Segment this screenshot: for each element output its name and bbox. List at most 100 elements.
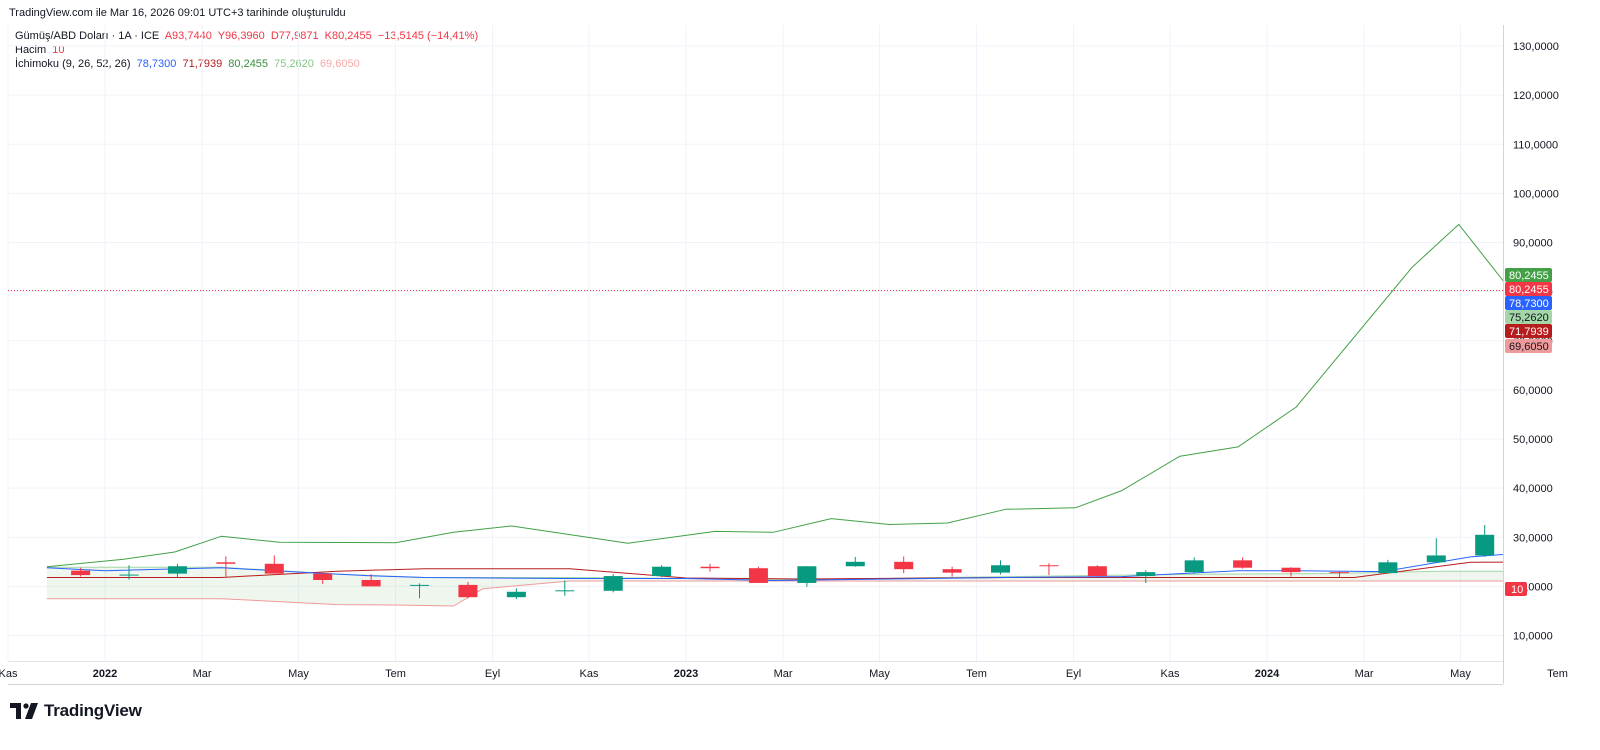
candle-body — [216, 562, 236, 564]
ichimoku-cloud — [46, 567, 1503, 606]
tradingview-logo-icon — [10, 703, 38, 719]
candle-body — [167, 566, 187, 574]
price-tag: 71,7939 — [1505, 324, 1552, 338]
x-tick-label: Mar — [193, 668, 212, 680]
price-tag-bg — [1505, 282, 1552, 296]
price-tag: 75,2620 — [1505, 310, 1552, 324]
x-tick-label: Kas — [0, 668, 18, 680]
ichimoku-label[interactable]: İchimoku (9, 26, 52, 26) — [15, 58, 131, 70]
candle-body — [700, 566, 720, 569]
x-tick-label: 2023 — [674, 668, 698, 680]
candle — [361, 574, 381, 587]
candle — [942, 566, 962, 577]
ichimoku-conversion-line — [46, 554, 1503, 581]
candle — [1572, 528, 1591, 551]
price-tag: 80,2455 — [1505, 268, 1552, 282]
x-tick-label: Mar — [1355, 668, 1374, 680]
candle — [1136, 570, 1156, 583]
price-tag-label: 80,2455 — [1509, 270, 1549, 282]
logo-text: TradingView — [44, 701, 142, 720]
candle — [71, 567, 91, 577]
tradingview-logo[interactable]: TradingView — [10, 701, 142, 721]
open-value: A93,7440 — [164, 30, 212, 42]
candle — [264, 555, 284, 574]
candle — [991, 560, 1011, 575]
price-tag: 78,7300 — [1505, 296, 1552, 310]
y-tick-label: 30,0000 — [1513, 532, 1553, 544]
volume-tag-bg — [1505, 582, 1527, 596]
ichimoku-legend[interactable]: İchimoku (9, 26, 52, 26) 78,7300 71,7939… — [15, 57, 363, 71]
x-tick-label: Kas — [1161, 668, 1180, 680]
candle — [1281, 567, 1301, 577]
price-tag-label: 71,7939 — [1509, 326, 1549, 338]
candle — [1378, 559, 1398, 574]
y-tick-label: 10,0000 — [1513, 631, 1553, 643]
volume-tag: 10 — [1505, 582, 1527, 596]
candle-body — [1378, 562, 1398, 574]
candle-body — [603, 576, 623, 591]
ichimoku-lead-a-line — [46, 566, 1503, 580]
ichimoku-base-line — [46, 561, 1503, 580]
x-tick-label: May — [869, 668, 890, 680]
candle — [167, 563, 187, 578]
candle — [119, 565, 139, 580]
price-tag-bg — [1505, 324, 1552, 338]
candle — [506, 588, 526, 600]
candle — [1475, 524, 1495, 557]
candle-body — [1184, 560, 1204, 573]
low-value: D77,9871 — [270, 30, 319, 42]
y-tick-label: 40,0000 — [1513, 483, 1553, 495]
price-tag-bg — [1505, 268, 1552, 282]
x-tick-label: Eyl — [1066, 668, 1081, 680]
ichimoku-conversion-value: 78,7300 — [136, 58, 177, 70]
grid-lines — [7, 25, 1503, 661]
y-tick-label: 130,0000 — [1513, 41, 1559, 53]
volume-value: 10 — [52, 44, 65, 56]
volume-legend[interactable]: Hacim 10 — [15, 43, 67, 57]
ichimoku-lagging-line — [46, 223, 1503, 568]
candle-body — [1136, 572, 1156, 577]
candle-body — [410, 584, 430, 586]
volume-tag-label: 10 — [1511, 584, 1523, 596]
candle — [1184, 557, 1204, 574]
x-tick-label: May — [1450, 668, 1471, 680]
candle — [700, 563, 720, 572]
candle-body — [1281, 567, 1301, 573]
x-tick-label: Kas — [580, 668, 599, 680]
price-tag-bg — [1505, 310, 1552, 324]
symbol-name[interactable]: Gümüş/ABD Doları · 1A · ICE — [15, 30, 160, 42]
y-tick-label: 60,0000 — [1513, 385, 1553, 397]
candle — [313, 573, 333, 584]
volume-label[interactable]: Hacim — [15, 44, 47, 56]
candle-body — [555, 590, 575, 592]
candle-body — [313, 573, 333, 580]
candle-body — [1039, 565, 1059, 567]
symbol-legend[interactable]: Gümüş/ABD Doları · 1A · ICE A93,7440 Y96… — [15, 29, 481, 43]
candle-body — [1475, 534, 1495, 556]
candle-body — [1087, 566, 1107, 577]
ichimoku-lead-a-value: 75,2620 — [274, 58, 314, 70]
x-tick-label: Eyl — [485, 668, 500, 680]
candle — [1087, 565, 1107, 577]
candle-body — [71, 570, 91, 576]
candle-body — [894, 561, 914, 570]
close-value: K80,2455 — [324, 30, 372, 42]
price-tag-label: 75,2620 — [1509, 312, 1549, 324]
candle — [603, 574, 623, 593]
candle — [458, 581, 478, 599]
y-tick-label: 110,0000 — [1513, 139, 1558, 151]
candle — [1329, 570, 1349, 578]
plot-area — [8, 223, 1591, 607]
x-tick-label: Tem — [1547, 668, 1568, 680]
candle — [1039, 563, 1059, 576]
candle — [410, 583, 430, 599]
ichimoku-lead-b-line — [46, 580, 1503, 607]
price-tag-label: 80,2455 — [1509, 284, 1549, 296]
candle-body — [264, 563, 284, 574]
x-tick-label: 2024 — [1255, 668, 1280, 680]
candle-body — [991, 565, 1011, 573]
price-tag-bg — [1505, 296, 1552, 310]
candle-body — [1329, 572, 1349, 574]
price-tag-label: 78,7300 — [1509, 298, 1549, 310]
